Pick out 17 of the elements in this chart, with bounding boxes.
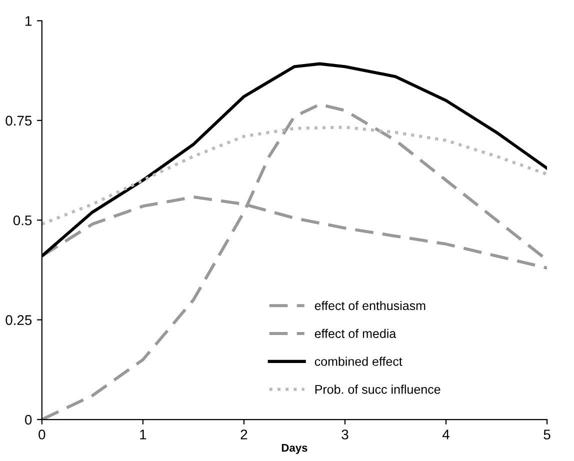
legend-label: combined effect bbox=[314, 356, 402, 366]
x-tick-label: 1 bbox=[140, 430, 146, 440]
y-tick-label: 1 bbox=[26, 16, 32, 26]
x-axis-title: Days bbox=[282, 444, 308, 454]
legend-label: effect of media bbox=[314, 328, 396, 338]
x-tick-label: 3 bbox=[342, 430, 348, 440]
x-tick-label: 5 bbox=[544, 430, 550, 440]
legend-label: effect of enthusiasm bbox=[314, 300, 426, 310]
y-tick-label: 0.75 bbox=[6, 116, 32, 126]
line-series bbox=[42, 126, 548, 226]
y-tick-label: 0.5 bbox=[13, 215, 32, 226]
x-tick-label: 4 bbox=[442, 430, 450, 440]
y-tick-label: 0.25 bbox=[6, 315, 32, 325]
x-tick-label: 0 bbox=[38, 430, 46, 440]
x-tick-label: 2 bbox=[240, 430, 248, 440]
y-tick-label: 0 bbox=[25, 414, 32, 425]
legend-label: Prob. of succ influence bbox=[315, 384, 440, 394]
